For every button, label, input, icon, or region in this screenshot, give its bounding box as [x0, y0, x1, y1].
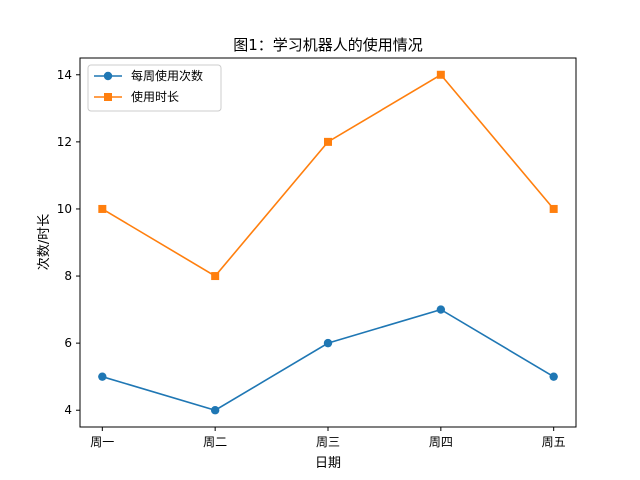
data-point-circle	[210, 406, 220, 415]
series-layer	[98, 70, 558, 415]
y-tick-label: 6	[64, 336, 72, 350]
data-point-circle	[549, 372, 558, 381]
y-tick-label: 8	[64, 269, 72, 283]
legend-label: 每周使用次数	[131, 68, 203, 83]
data-point-square	[324, 137, 332, 146]
y-tick-label: 10	[57, 202, 72, 216]
x-tick-label: 周四	[429, 435, 453, 449]
x-axis: 周一 周二 周三 周四 周五	[90, 427, 566, 449]
x-tick-label: 周二	[203, 435, 227, 449]
x-tick-label: 周三	[316, 435, 340, 449]
y-axis-label: 次数/时长	[36, 214, 52, 270]
data-point-circle	[323, 338, 333, 348]
data-point-square	[98, 204, 107, 213]
legend-label: 使用时长	[131, 89, 179, 104]
x-tick-label: 周一	[90, 435, 114, 449]
data-point-circle	[98, 372, 107, 381]
data-point-square	[549, 204, 558, 213]
y-tick-label: 4	[64, 403, 72, 417]
legend-marker-circle	[103, 71, 113, 81]
x-axis-label: 日期	[315, 456, 341, 471]
data-point-square	[436, 70, 445, 79]
plot-area	[79, 57, 577, 428]
chart-title: 图1：学习机器人的使用情况	[233, 36, 423, 54]
y-tick-label: 12	[57, 135, 72, 149]
y-axis: 4 6 8 10 12 14	[57, 68, 80, 417]
legend-marker-square	[104, 93, 112, 101]
data-point-circle	[436, 305, 446, 314]
data-point-square	[211, 272, 220, 281]
y-tick-label: 14	[57, 68, 72, 82]
x-tick-label: 周五	[542, 435, 566, 449]
